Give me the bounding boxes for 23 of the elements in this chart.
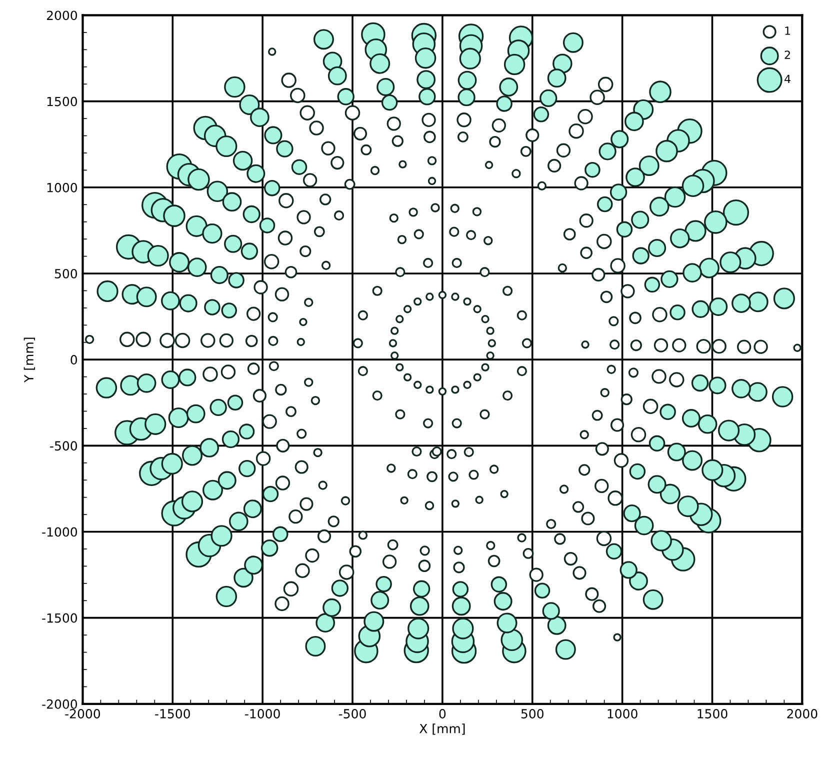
x-tick-label: 500 — [521, 709, 544, 718]
x-tick-label: 0 — [439, 709, 446, 718]
x-tick-label: 2000 — [787, 709, 818, 718]
y-tick-label: 1500 — [47, 96, 78, 106]
y-tick-label: -1500 — [42, 613, 78, 623]
x-tick-label: -1000 — [245, 709, 280, 718]
legend-label: 1 — [785, 26, 790, 35]
y-tick-label: 0 — [70, 355, 78, 364]
y-axis-title: Y [mm] — [24, 338, 36, 382]
y-tick-label: 500 — [54, 268, 78, 278]
y-tick-label: -2000 — [42, 699, 78, 709]
y-tick-label: -1000 — [42, 527, 78, 537]
x-tick-label: 1500 — [698, 709, 728, 718]
x-axis-title: X [mm] — [420, 724, 465, 735]
x-tick-label: 1000 — [608, 709, 638, 718]
x-tick-label: -1500 — [155, 709, 190, 718]
x-tick-label: -500 — [338, 709, 366, 718]
legend-label: 2 — [784, 50, 790, 59]
y-tick-label: 2000 — [46, 10, 78, 20]
y-tick-label: 1000 — [47, 182, 78, 192]
y-tick-label: -500 — [50, 441, 78, 451]
legend-label: 4 — [784, 74, 790, 83]
x-tick-label: -2000 — [65, 709, 100, 718]
